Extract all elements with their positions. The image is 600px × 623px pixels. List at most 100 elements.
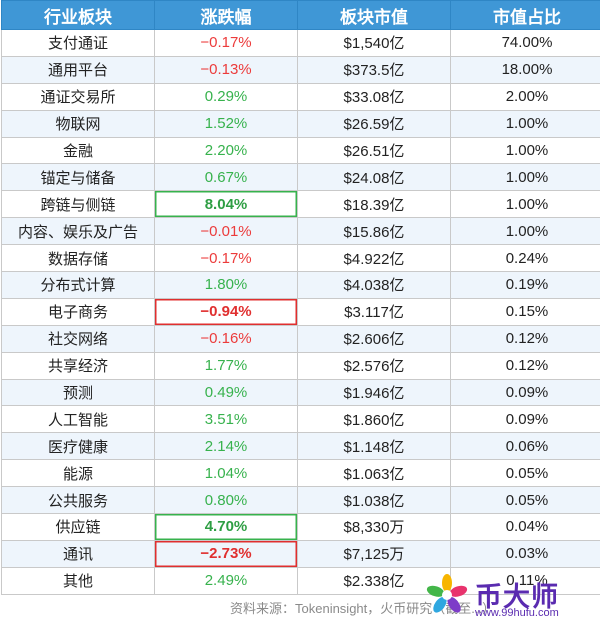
change-cell: 1.52% — [154, 109, 298, 138]
table-row: 金融 2.20% $26.51亿 1.00% — [1, 136, 600, 165]
market-share-cell: 0.09% — [450, 378, 600, 407]
change-cell: −0.94% — [154, 297, 298, 326]
sector-cell: 锚定与储备 — [1, 163, 155, 192]
header-sector: 行业板块 — [1, 0, 155, 30]
market-cap-cell: $24.08亿 — [297, 163, 451, 192]
market-cap-cell: $7,125万 — [297, 539, 451, 568]
table-row: 通证交易所 0.29% $33.08亿 2.00% — [1, 82, 600, 111]
change-cell: 2.20% — [154, 136, 298, 165]
market-cap-cell: $1.860亿 — [297, 405, 451, 434]
market-cap-cell: $1.148亿 — [297, 432, 451, 461]
sector-cell: 数据存储 — [1, 244, 155, 273]
sector-cell: 通用平台 — [1, 55, 155, 84]
sector-cell: 通证交易所 — [1, 82, 155, 111]
market-cap-cell: $4.038亿 — [297, 271, 451, 299]
sector-cell: 通讯 — [1, 539, 155, 568]
market-cap-cell: $2.338亿 — [297, 566, 451, 595]
market-share-cell: 2.00% — [450, 82, 600, 111]
table-row: 医疗健康 2.14% $1.148亿 0.06% — [1, 432, 600, 461]
change-cell: −0.13% — [154, 55, 298, 84]
table-row: 能源 1.04% $1.063亿 0.05% — [1, 459, 600, 488]
market-cap-cell: $33.08亿 — [297, 82, 451, 111]
market-cap-cell: $2.606亿 — [297, 324, 451, 353]
market-cap-cell: $8,330万 — [297, 513, 451, 541]
table-row: 社交网络 −0.16% $2.606亿 0.12% — [1, 324, 600, 353]
table-row: 共享经济 1.77% $2.576亿 0.12% — [1, 351, 600, 380]
sector-cell: 金融 — [1, 136, 155, 165]
market-share-cell: 0.11% — [450, 566, 600, 595]
table-row: 物联网 1.52% $26.59亿 1.00% — [1, 109, 600, 138]
table-row: 内容、娱乐及广告 −0.01% $15.86亿 1.00% — [1, 217, 600, 246]
sector-cell: 供应链 — [1, 513, 155, 541]
table-row: 公共服务 0.80% $1.038亿 0.05% — [1, 486, 600, 515]
change-cell: 0.80% — [154, 486, 298, 515]
sector-cell: 人工智能 — [1, 405, 155, 434]
market-cap-cell: $15.86亿 — [297, 217, 451, 246]
table-header-row: 行业板块 涨跌幅 板块市值 市值占比 — [1, 0, 600, 30]
change-cell: 1.04% — [154, 459, 298, 488]
table-row: 通讯 −2.73% $7,125万 0.03% — [1, 539, 600, 568]
sector-table: 行业板块 涨跌幅 板块市值 市值占比 支付通证 −0.17% $1,540亿 74.0… — [1, 0, 600, 595]
market-cap-cell: $1.038亿 — [297, 486, 451, 515]
change-cell: 2.49% — [154, 566, 298, 595]
header-market-cap: 板块市值 — [297, 0, 451, 30]
table-row: 通用平台 −0.13% $373.5亿 18.00% — [1, 55, 600, 84]
sector-cell: 电子商务 — [1, 297, 155, 326]
market-share-cell: 1.00% — [450, 217, 600, 246]
change-cell: −0.16% — [154, 324, 298, 353]
change-cell: −0.17% — [154, 29, 298, 57]
market-share-cell: 1.00% — [450, 136, 600, 165]
market-cap-cell: $373.5亿 — [297, 55, 451, 84]
flower-logo-icon — [426, 574, 468, 613]
sector-cell: 其他 — [1, 566, 155, 595]
table-row: 预测 0.49% $1.946亿 0.09% — [1, 378, 600, 407]
sector-cell: 医疗健康 — [1, 432, 155, 461]
market-share-cell: 0.12% — [450, 351, 600, 380]
change-cell: 0.29% — [154, 82, 298, 111]
table-row: 人工智能 3.51% $1.860亿 0.09% — [1, 405, 600, 434]
market-cap-cell: $3.117亿 — [297, 297, 451, 326]
market-share-cell: 0.04% — [450, 513, 600, 541]
sector-cell: 社交网络 — [1, 324, 155, 353]
sector-cell: 共享经济 — [1, 351, 155, 380]
change-cell: 1.77% — [154, 351, 298, 380]
change-cell: 3.51% — [154, 405, 298, 434]
table-row: 电子商务 −0.94% $3.117亿 0.15% — [1, 297, 600, 326]
table-row: 分布式计算 1.80% $4.038亿 0.19% — [1, 271, 600, 299]
market-share-cell: 0.03% — [450, 539, 600, 568]
market-cap-cell: $26.51亿 — [297, 136, 451, 165]
header-change: 涨跌幅 — [154, 0, 298, 30]
table-row: 供应链 4.70% $8,330万 0.04% — [1, 513, 600, 541]
table-row: 支付通证 −0.17% $1,540亿 74.00% — [1, 29, 600, 57]
market-share-cell: 1.00% — [450, 163, 600, 192]
header-market-share: 市值占比 — [450, 0, 600, 30]
sector-cell: 内容、娱乐及广告 — [1, 217, 155, 246]
market-share-cell: 0.12% — [450, 324, 600, 353]
change-cell: −2.73% — [154, 539, 298, 568]
market-share-cell: 0.09% — [450, 405, 600, 434]
sector-cell: 支付通证 — [1, 29, 155, 57]
market-share-cell: 0.24% — [450, 244, 600, 273]
source-note: 资料来源：Tokeninsight，火币研究（截至...） — [230, 601, 496, 616]
market-cap-cell: $2.576亿 — [297, 351, 451, 380]
table-row: 数据存储 −0.17% $4.922亿 0.24% — [1, 244, 600, 273]
table-row: 锚定与储备 0.67% $24.08亿 1.00% — [1, 163, 600, 192]
sector-cell: 分布式计算 — [1, 271, 155, 299]
market-share-cell: 18.00% — [450, 55, 600, 84]
change-cell: 0.49% — [154, 378, 298, 407]
market-share-cell: 0.06% — [450, 432, 600, 461]
market-cap-cell: $1.946亿 — [297, 378, 451, 407]
market-share-cell: 0.15% — [450, 297, 600, 326]
change-cell: 8.04% — [154, 190, 298, 219]
sector-cell: 能源 — [1, 459, 155, 488]
table-row: 跨链与侧链 8.04% $18.39亿 1.00% — [1, 190, 600, 219]
logo-url: www.99hufu.com — [475, 607, 559, 619]
change-cell: −0.17% — [154, 244, 298, 273]
change-cell: 2.14% — [154, 432, 298, 461]
market-cap-cell: $1,540亿 — [297, 29, 451, 57]
market-cap-cell: $1.063亿 — [297, 459, 451, 488]
sector-cell: 预测 — [1, 378, 155, 407]
change-cell: 4.70% — [154, 513, 298, 541]
brand-logo: 币大师 www.99hufu.com — [425, 573, 595, 621]
market-share-cell: 1.00% — [450, 109, 600, 138]
